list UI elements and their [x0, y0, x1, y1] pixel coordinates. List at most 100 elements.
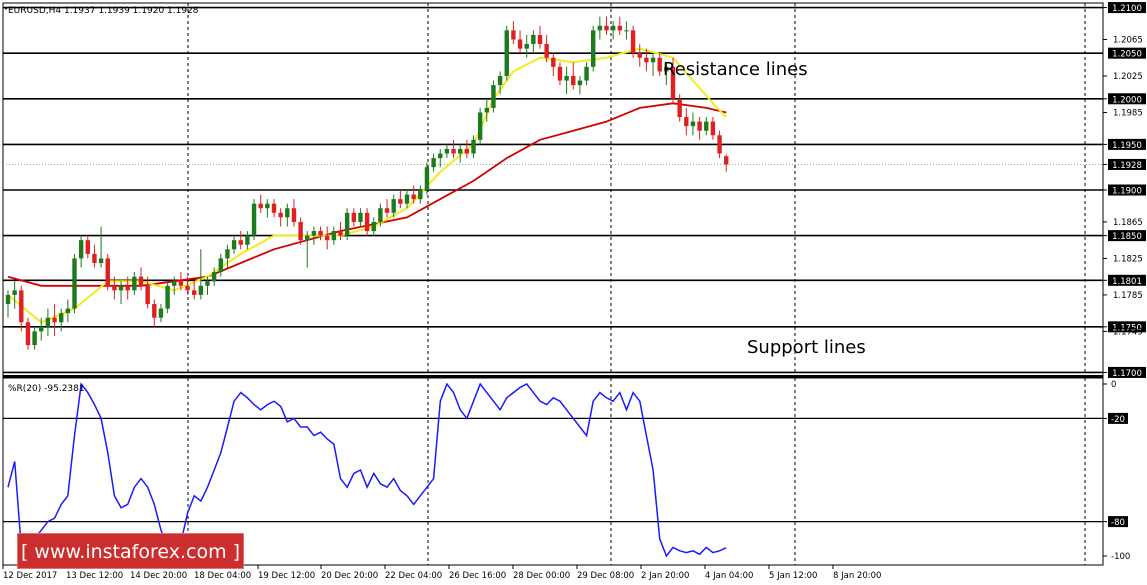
candle-bull: [597, 25, 603, 31]
candle-bull: [231, 240, 237, 250]
candle-bull: [198, 285, 204, 295]
candle-bull: [610, 25, 616, 31]
candle-bear: [537, 34, 543, 45]
candle-bear: [604, 25, 609, 31]
price-label-box: [1108, 158, 1146, 170]
header-triangle-icon: [4, 7, 8, 10]
candle-bear: [411, 194, 416, 200]
candle-bull: [59, 313, 64, 323]
candle-bull: [591, 30, 596, 67]
time-label: 19 Dec 12:00: [258, 571, 315, 581]
candle-bull: [424, 167, 430, 190]
candle-bear: [178, 281, 184, 286]
price-label-box: [1108, 93, 1146, 105]
candle-bear: [511, 30, 516, 40]
candle-bull: [418, 190, 423, 200]
candle-bull: [32, 331, 37, 346]
candle-bear: [384, 208, 390, 213]
price-label: 1.1785: [1113, 291, 1143, 301]
candle-bull: [225, 249, 230, 259]
candle-bull: [524, 44, 529, 49]
time-label: 12 Dec 2017: [3, 571, 57, 581]
candle-bear: [677, 98, 682, 118]
time-label: 29 Dec 08:00: [577, 571, 634, 581]
price-label: 1.2100: [1112, 4, 1142, 14]
time-label: 2 Jan 20:00: [641, 571, 689, 581]
candle-bear: [19, 290, 24, 323]
candle-bear: [145, 285, 150, 305]
price-label-box: [1108, 321, 1146, 333]
candle-bear: [192, 290, 197, 295]
candle-bull: [650, 57, 656, 63]
price-label: 1.1745: [1113, 327, 1143, 337]
symbol-header: EURUSD,H4 1.1937 1.1939 1.1920 1.1928: [8, 6, 199, 16]
williams-r-line: [7, 382, 727, 558]
candle-bear: [571, 75, 576, 86]
candle-bull: [444, 148, 450, 154]
candle-bull: [39, 326, 44, 332]
candle-bear: [684, 117, 689, 127]
indicator-axis-label: -80: [1111, 518, 1125, 528]
time-label: 5 Jan 12:00: [769, 571, 817, 581]
candle-bear: [291, 208, 297, 222]
candle-bull: [484, 107, 489, 113]
candle-bear: [517, 39, 523, 49]
price-label: 1.1850: [1112, 232, 1142, 242]
candle-bull: [245, 235, 250, 245]
candle-bull: [12, 290, 17, 295]
candle-bull: [218, 258, 223, 273]
price-label: 1.1900: [1112, 187, 1142, 197]
candle-bear: [25, 322, 31, 346]
candle-bear: [644, 57, 649, 63]
candle-bull: [251, 203, 257, 236]
candle-bear: [551, 57, 556, 67]
candle-bear: [258, 203, 263, 209]
candle-bear: [105, 258, 110, 286]
candle-bear: [557, 66, 563, 81]
candle-bull: [531, 34, 536, 45]
candle-bear: [464, 148, 470, 154]
time-label: 26 Dec 16:00: [449, 571, 506, 581]
price-label-box: [1108, 2, 1146, 14]
price-label: 1.1950: [1112, 141, 1142, 151]
support-annotation: Support lines: [747, 337, 866, 358]
candle-bear: [351, 212, 356, 222]
candle-bear: [112, 285, 117, 291]
candle-bear: [451, 148, 456, 154]
candle-bear: [617, 25, 622, 31]
instaforex-watermark: [ www.instaforex.com ]: [17, 533, 244, 569]
time-label: 4 Jan 04:00: [705, 571, 753, 581]
candle-bull: [664, 66, 669, 72]
candle-bull: [358, 212, 363, 222]
sma-slow-line: [7, 102, 727, 287]
candle-bull: [172, 281, 177, 286]
candle-bull: [132, 276, 137, 291]
price-label: 1.2000: [1112, 95, 1142, 105]
candle-bull: [371, 221, 376, 232]
resistance-annotation: Resistance lines: [663, 59, 808, 80]
candle-bear: [544, 44, 549, 58]
candle-bull: [305, 235, 310, 241]
indicator-axis-label: -20: [1111, 415, 1125, 425]
price-label-box: [1108, 230, 1146, 242]
candle-bull: [45, 317, 51, 327]
candle-bull: [624, 30, 629, 32]
candle-bear: [670, 66, 676, 99]
candle-bear: [278, 212, 283, 218]
price-label: 1.1700: [1112, 369, 1142, 379]
time-label: 18 Dec 04:00: [194, 571, 251, 581]
candle-bear: [710, 121, 716, 136]
price-label: 1.2050: [1112, 50, 1142, 60]
candle-bull: [491, 85, 496, 108]
candle-bull: [165, 285, 170, 309]
candle-bear: [637, 53, 642, 58]
candle-bull: [98, 258, 104, 263]
candle-bear: [138, 276, 144, 286]
indicator-label-box: [1108, 516, 1128, 528]
time-label: 13 Dec 12:00: [66, 571, 123, 581]
candle-bear: [630, 30, 636, 54]
candle-bull: [311, 231, 317, 236]
candle-bull: [438, 153, 443, 159]
time-label: 8 Jan 20:00: [833, 571, 881, 581]
